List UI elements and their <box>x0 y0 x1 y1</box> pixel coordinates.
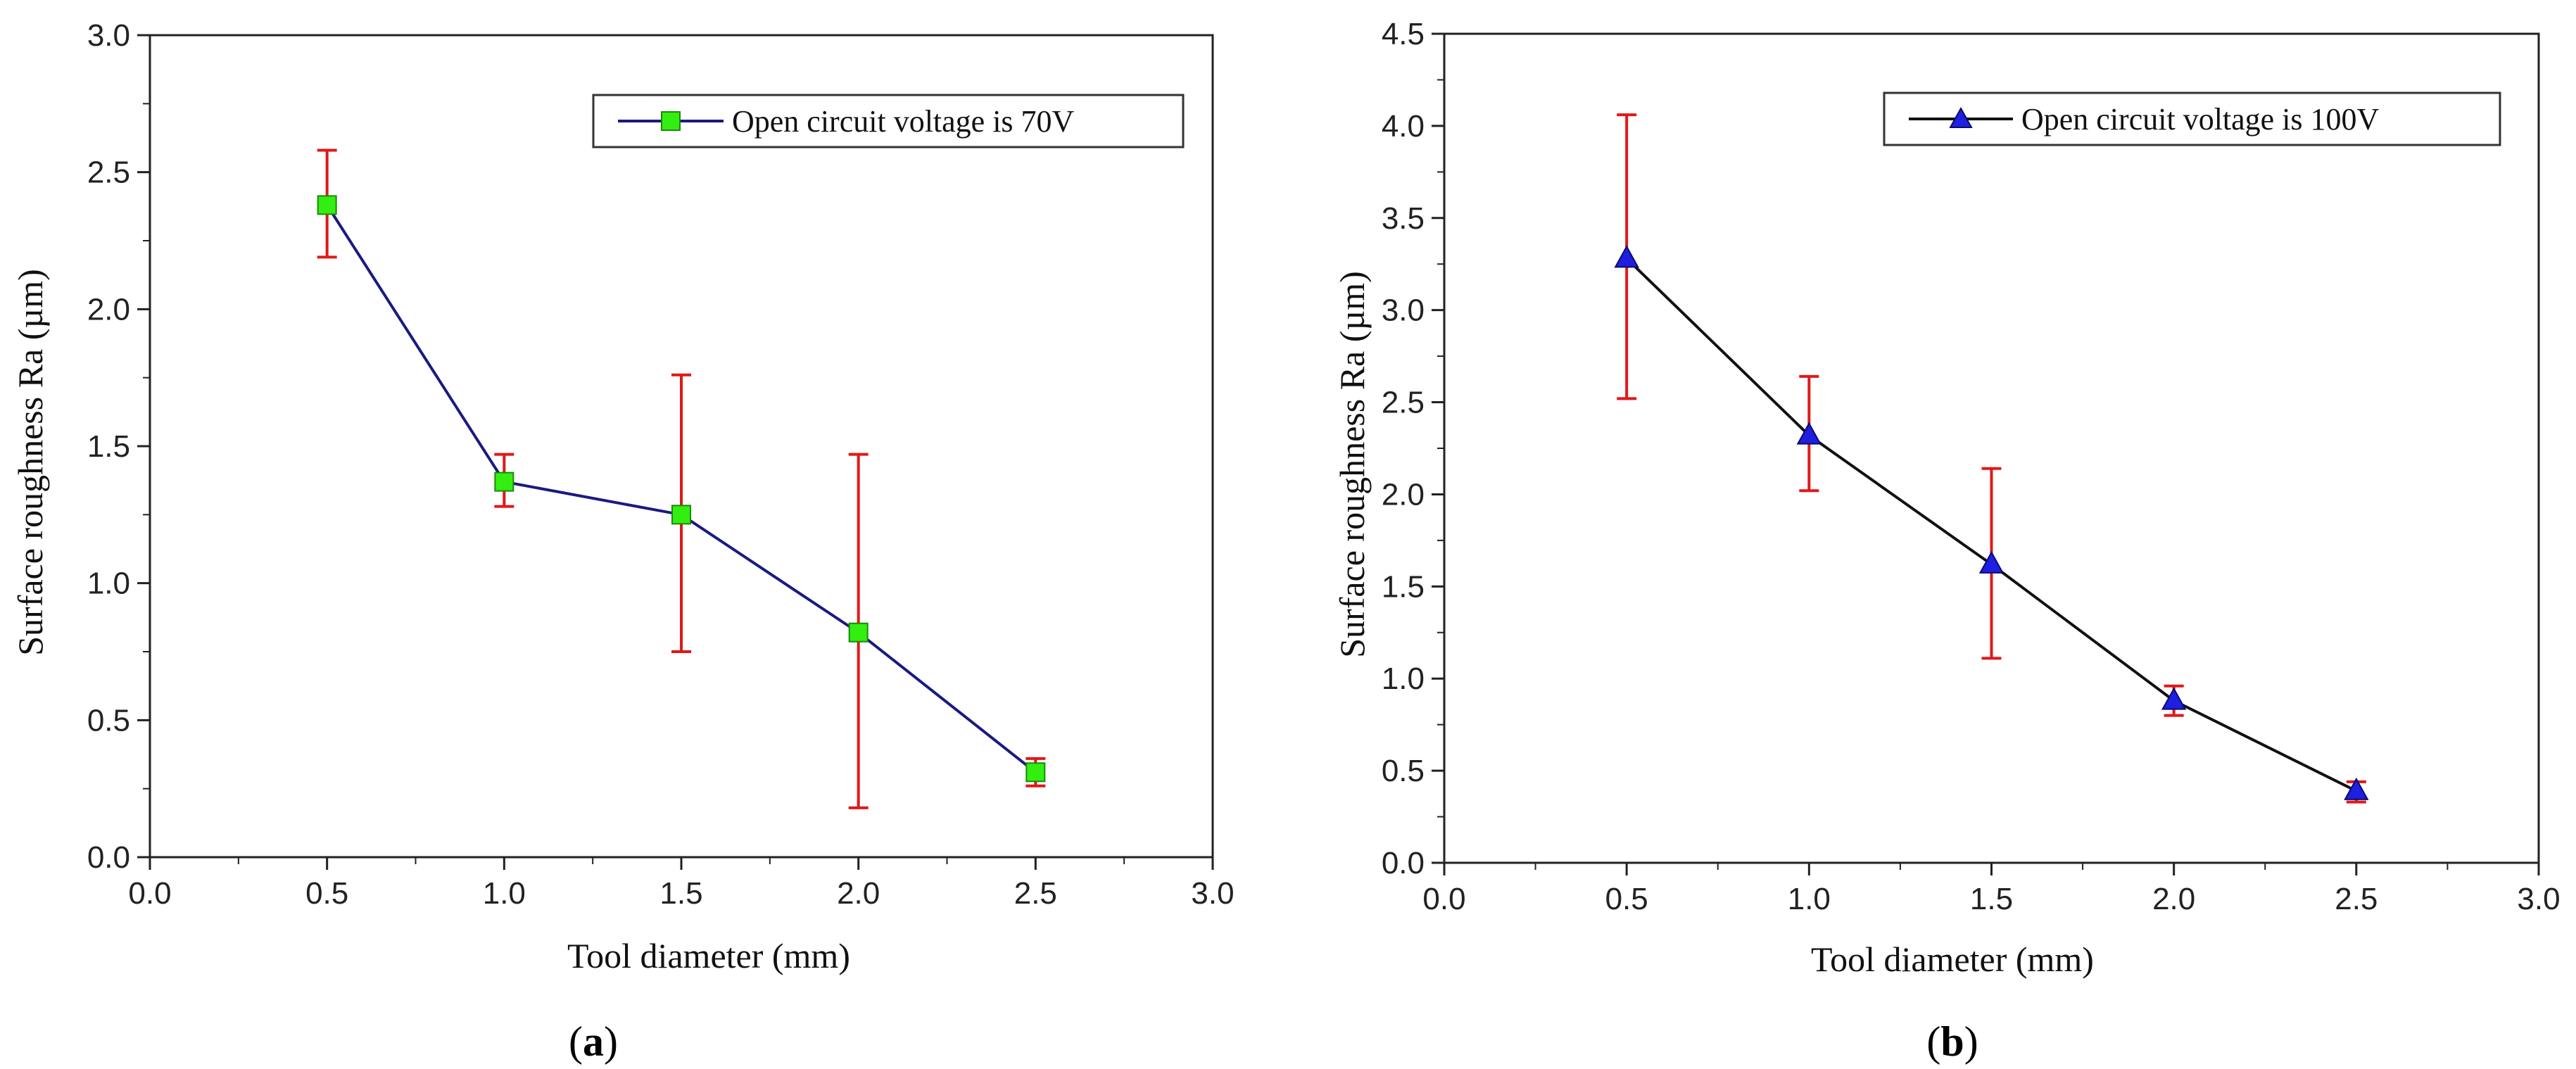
panel-b-legend: Open circuit voltage is 100V <box>1883 91 2501 146</box>
panel-a-x-tick-label: 1.5 <box>659 876 702 911</box>
panel-b-y-tick-label: 1.0 <box>1382 662 1425 696</box>
panel-b-data-point <box>2161 687 2187 710</box>
panel-b-y-tick-label: 4.5 <box>1382 17 1425 51</box>
panel-a-caption-close: ) <box>604 1018 618 1065</box>
panel-b-caption-letter: b <box>1940 1018 1964 1065</box>
panel-a-x-tick-label: 2.5 <box>1014 876 1057 911</box>
panel-a-caption-letter: a <box>583 1018 604 1065</box>
panel-a-y-axis-title: Surface roughness Ra (µm) <box>11 269 50 656</box>
panel-b-y-tick-label: 0.0 <box>1382 846 1425 880</box>
panel-b-x-axis-title: Tool diameter (mm) <box>1811 940 2094 979</box>
panel-a-y-tick-label: 0.5 <box>87 703 130 738</box>
panel-a-y-tick-label: 3.0 <box>87 18 130 53</box>
panel-a-caption: (a) <box>569 1018 618 1065</box>
panel-b-x-tick-label: 3.0 <box>2517 882 2560 916</box>
panel-b-legend-marker <box>1949 106 1973 128</box>
panel-a-y-tick-label: 1.5 <box>87 429 130 464</box>
panel-b-y-axis-title: Surface roughness Ra (µm) <box>1332 271 1372 658</box>
panel-a-caption-open: ( <box>569 1018 583 1065</box>
panel-a-legend-label: Open circuit voltage is 70V <box>732 104 1075 139</box>
panel-a-data-point <box>671 505 691 525</box>
panel-a-legend: Open circuit voltage is 70V <box>592 94 1185 148</box>
panel-a-legend-marker <box>661 111 681 131</box>
panel-b-legend-label: Open circuit voltage is 100V <box>2021 102 2380 137</box>
panel-b-x-tick-label: 2.5 <box>2335 882 2378 916</box>
panel-b-marks: 0.0 0.5 1.0 1.5 2.0 2.5 3.0 0.0 0.5 1.0 1.5 2.0 2.5 3… <box>1382 17 2561 916</box>
panel-a-marks: 0.0 0.5 1.0 1.5 2.0 2.5 3.0 0.0 0.5 1.0 1.5 2.0 2.5 3… <box>87 18 1235 911</box>
panel-a-data-point <box>494 472 514 492</box>
panel-b-y-tick-label: 1.5 <box>1382 569 1425 604</box>
panel-b-data-point <box>1614 245 1639 268</box>
panel-b-data-point <box>1978 550 2004 574</box>
panel-a-x-tick-label: 0.0 <box>128 876 171 911</box>
panel-b-y-tick-label: 3.0 <box>1382 293 1425 328</box>
chart-panel-a: 0.0 0.5 1.0 1.5 2.0 2.5 3.0 0.0 0.5 1.0 1.5 2.0 2.5 3… <box>11 18 1235 1065</box>
panel-b-x-tick-label: 0.0 <box>1422 882 1465 916</box>
panel-a-x-tick-label: 2.0 <box>837 876 880 911</box>
panel-a-x-tick-label: 1.0 <box>483 876 526 911</box>
panel-a-y-tick-label: 1.0 <box>87 567 130 601</box>
panel-b-y-tick-label: 2.0 <box>1382 477 1425 512</box>
panel-b-x-tick-label: 0.5 <box>1605 882 1648 916</box>
chart-panel-b: 0.0 0.5 1.0 1.5 2.0 2.5 3.0 0.0 0.5 1.0 1.5 2.0 2.5 3… <box>1332 17 2561 1065</box>
panel-b-x-tick-label: 1.5 <box>1970 882 2013 916</box>
panel-b-x-tick-label: 1.0 <box>1788 882 1831 916</box>
panel-b-y-tick-label: 3.5 <box>1382 201 1425 236</box>
panel-a-x-axis-title: Tool diameter (mm) <box>567 936 850 975</box>
panel-a-y-tick-label: 0.0 <box>87 840 130 875</box>
panel-a-data-point <box>317 195 337 215</box>
panel-a-y-tick-label: 2.0 <box>87 292 130 327</box>
panel-a-y-tick-label: 2.5 <box>87 156 130 190</box>
panel-b-data-point <box>2344 777 2369 800</box>
panel-b-y-tick-label: 0.5 <box>1382 754 1425 788</box>
panel-b-caption: (b) <box>1926 1018 1978 1065</box>
panel-b-y-tick-label: 2.5 <box>1382 386 1425 420</box>
panel-b-y-tick-label: 4.0 <box>1382 109 1425 144</box>
panel-a-data-point <box>848 622 869 643</box>
panel-a-data-point <box>1025 762 1046 783</box>
panel-a-x-tick-label: 0.5 <box>305 876 348 911</box>
panel-a-x-tick-label: 3.0 <box>1191 876 1234 911</box>
panel-b-caption-close: ) <box>1964 1018 1978 1065</box>
panel-b-plot-frame <box>1443 32 2540 864</box>
panel-b-data-point <box>1796 422 1822 445</box>
panel-b-caption-open: ( <box>1926 1018 1940 1065</box>
panel-b-x-tick-label: 2.0 <box>2152 882 2195 916</box>
